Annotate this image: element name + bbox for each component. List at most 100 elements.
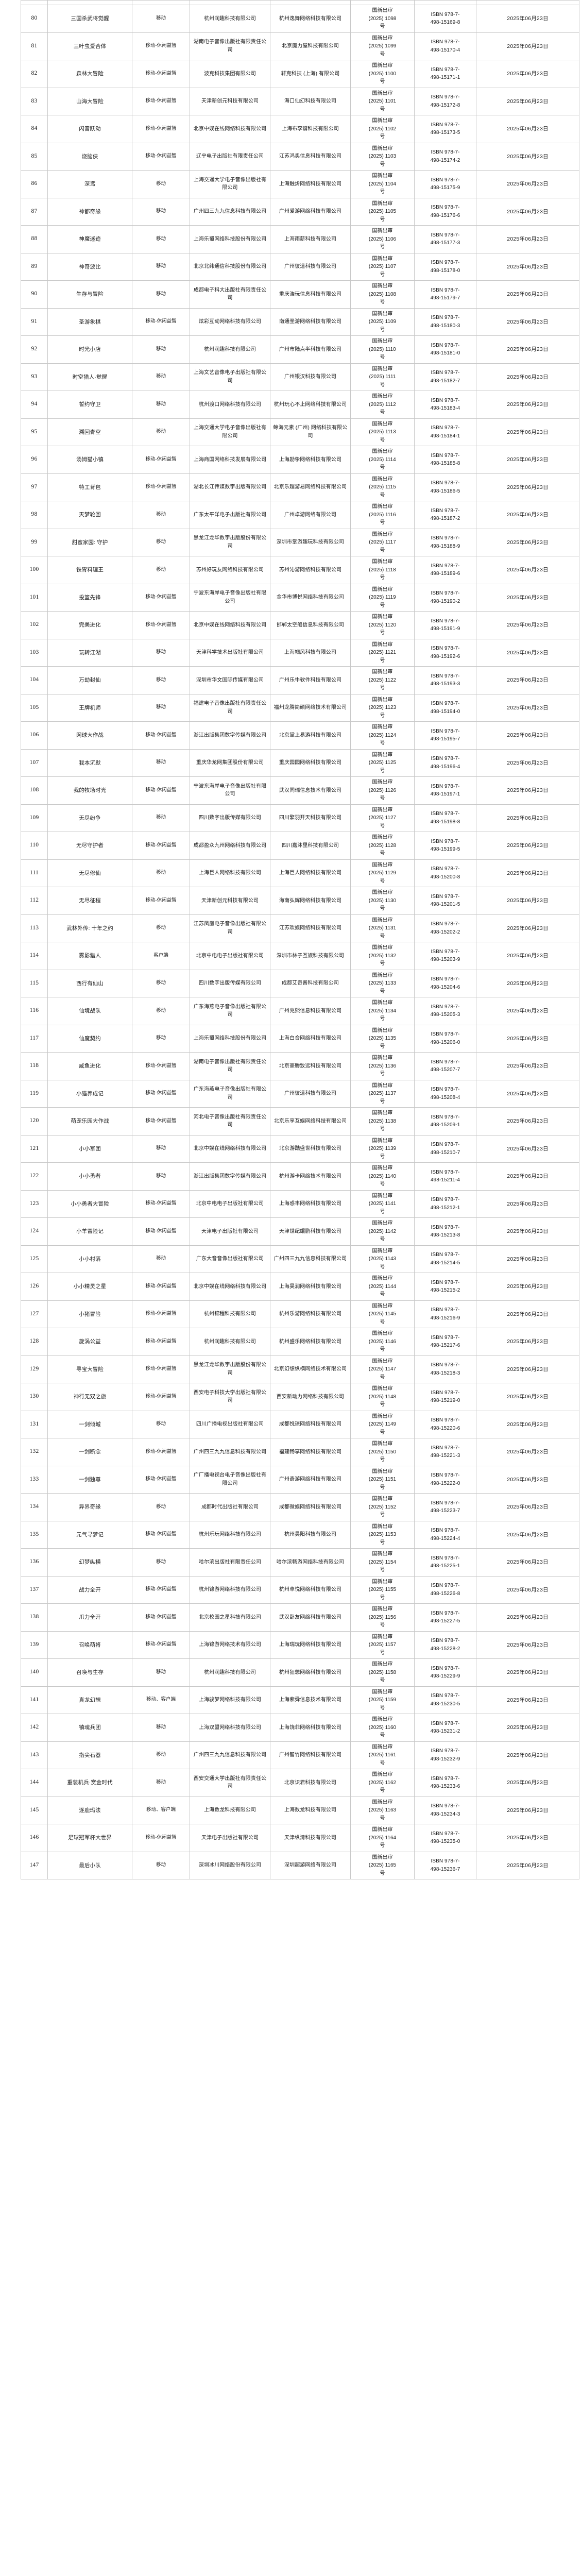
cell-isbn: ISBN 978-7- 498-15219-0 (414, 1383, 476, 1411)
doc-no-line: 号 (380, 24, 385, 29)
cell-isbn: ISBN 978-7- 498-15177-3 (414, 225, 476, 253)
table-row: 84 闪音跃动 移动-休闲益智 北京中娱在线网络科技有限公司 上海布李谱科技有限公司 国新… (21, 115, 579, 143)
cell-operator: 广州卓游网络有限公司 (270, 501, 351, 529)
isbn-line: 498-15174-2 (430, 157, 460, 163)
doc-no-line: 国新出审 (372, 228, 393, 234)
doc-no-line: 国新出审 (372, 200, 393, 207)
cell-publisher: 广东太平洋电子出版社有限公司 (190, 501, 270, 529)
cell-type: 移动-休闲益智 (132, 1631, 190, 1659)
cell-name: 小羊冒险记 (47, 1217, 132, 1246)
doc-no-line: 号 (380, 1402, 385, 1408)
cell-isbn: ISBN 978-7- 498-15212-1 (414, 1190, 476, 1218)
cell-operator: 北京乐享互娱网络科技有限公司 (270, 1107, 351, 1136)
isbn-line: ISBN 978-7- (431, 397, 460, 403)
isbn-line: ISBN 978-7- (431, 866, 460, 872)
isbn-line: 498-15214-5 (430, 1260, 460, 1266)
doc-no-line: (2025) 1115 (369, 484, 396, 490)
doc-no-line: 号 (380, 1815, 385, 1821)
cell-isbn: ISBN 978-7- 498-15186-5 (414, 473, 476, 501)
doc-no-line: 国新出审 (372, 421, 393, 427)
isbn-line: ISBN 978-7- (431, 1500, 460, 1506)
doc-no-line: (2025) 1099 (368, 43, 397, 49)
doc-no-line: 国新出审 (372, 641, 393, 648)
cell-publisher: 湖南电子音像出版社有限责任公司 (190, 1052, 270, 1080)
cell-operator: 杭州逸舞网络科技有限公司 (270, 5, 351, 33)
isbn-line: 498-15205-3 (430, 1012, 460, 1018)
isbn-line: 498-15180-3 (430, 323, 460, 329)
doc-no-line: (2025) 1133 (368, 980, 397, 986)
cell-publisher: 杭州锦程科技有限公司 (190, 1300, 270, 1328)
isbn-line: ISBN 978-7- (431, 370, 460, 376)
cell-doc-no: 国新出审 (2025) 1106 号 (350, 225, 415, 253)
doc-no-line: 国新出审 (372, 35, 393, 41)
doc-no-line: 号 (380, 1264, 385, 1270)
cell-date: 2025年06月23日 (476, 776, 579, 805)
cell-date: 2025年06月23日 (476, 1383, 579, 1411)
table-row: 104 万劫封仙 移动 深圳市华文国际传媒有限公司 广州乐牛软件科技有限公司 国新出审 (2… (21, 666, 579, 694)
table-row: 96 汤姆猫小镇 移动-休闲益智 上海商国网络科技发展有限公司 上海励挚网络科技有限公司… (21, 446, 579, 474)
cell-name: 投篮先锋 (47, 583, 132, 612)
isbn-line: 498-15231-2 (430, 1728, 460, 1735)
cell-operator: 广州兆熙信息科技有限公司 (270, 997, 351, 1025)
cell-publisher: 成都电子科大出版社有限责任公司 (190, 280, 270, 309)
cell-isbn: ISBN 978-7- 498-15208-4 (414, 1079, 476, 1108)
cell-no: 95 (21, 418, 48, 446)
doc-no-line: (2025) 1145 (368, 1311, 397, 1317)
isbn-line: ISBN 978-7- (431, 1803, 460, 1809)
cell-type: 移动、客户端 (132, 1796, 190, 1824)
doc-no-line: 国新出审 (372, 1551, 393, 1557)
cell-isbn: ISBN 978-7- 498-15185-8 (414, 446, 476, 474)
doc-no-line: (2025) 1109 (368, 319, 397, 325)
cell-no (21, 0, 48, 5)
cell-doc-no: 国新出审 (2025) 1130 号 (350, 887, 415, 915)
cell-operator: 广州智竹网络科技有限公司 (270, 1741, 351, 1769)
isbn-line: 498-15196-4 (430, 764, 460, 770)
doc-no-line: (2025) 1125 (368, 760, 397, 766)
cell-operator: 上海白合网络科技有限公司 (270, 1024, 351, 1053)
doc-no-line: 国新出审 (372, 1221, 393, 1226)
cell-no: 143 (21, 1741, 48, 1769)
cell-no: 120 (21, 1107, 48, 1136)
doc-no-line: 国新出审 (372, 1358, 393, 1364)
cell-publisher: 杭州润趣科技有限公司 (190, 1658, 270, 1687)
cell-doc-no: 国新出审 (2025) 1125 号 (350, 749, 415, 777)
doc-no-line: 国新出审 (372, 1000, 393, 1006)
cell-type (132, 0, 190, 5)
cell-name: 最后小队 (47, 1851, 132, 1879)
cell-date: 2025年06月23日 (476, 335, 579, 364)
cell-doc-no: 国新出审 (2025) 1103 号 (350, 142, 415, 171)
cell-doc-no: 国新出审 (2025) 1157 号 (350, 1631, 415, 1659)
cell-operator: 金华市博悦网络科技有限公司 (270, 583, 351, 612)
cell-type: 移动-休闲益智 (132, 721, 190, 750)
cell-name: 武林外传: 十年之约 (47, 914, 132, 942)
cell-isbn: ISBN 978-7- 498-15214-5 (414, 1245, 476, 1273)
isbn-line: 498-15181-0 (430, 350, 460, 357)
table-row: 108 我的牧场时光 移动-休闲益智 宁波东海岸电子音像出版社有限公司 武汉同瑞信息技术… (21, 776, 579, 805)
cell-date: 2025年06月23日 (476, 914, 579, 942)
doc-no-line: (2025) 1114 (369, 456, 396, 463)
isbn-line: ISBN 978-7- (431, 287, 460, 293)
cell-doc-no: 国新出审 (2025) 1108 号 (350, 280, 415, 309)
cell-date: 2025年06月23日 (476, 87, 579, 115)
cell-name: 小小军团 (47, 1134, 132, 1163)
cell-publisher: 西安电子科技大学出版社有限公司 (190, 1383, 270, 1411)
doc-no-line: (2025) 1136 (368, 1063, 397, 1069)
isbn-line: ISBN 978-7- (431, 618, 460, 624)
cell-date: 2025年06月23日 (476, 418, 579, 446)
doc-no-line: (2025) 1111 (369, 374, 396, 380)
isbn-line: ISBN 978-7- (431, 535, 460, 541)
cell-operator: 天津纵清科技有限公司 (270, 1824, 351, 1852)
doc-no-line: 国新出审 (372, 1027, 393, 1033)
doc-no-line: 号 (380, 1016, 385, 1022)
cell-operator: 北京识君科技有限公司 (270, 1769, 351, 1797)
doc-no-line: 国新出审 (372, 1606, 393, 1612)
isbn-line: 498-15177-3 (430, 240, 460, 246)
doc-no-line: (2025) 1139 (368, 1146, 397, 1151)
game-approval-table: 80 三国杀武将觉醒 移动 杭州润趣科技有限公司 杭州逸舞网络科技有限公司 国新出审 (20… (21, 0, 579, 1879)
cell-publisher: 北京中娱在线网络科技有限公司 (190, 611, 270, 639)
table-row: 144 重装机兵·赏金时代 移动 西安交通大学出版社有限责任公司 北京识君科技有限公司国… (21, 1769, 579, 1797)
cell-isbn: ISBN 978-7- 498-15195-7 (414, 721, 476, 750)
doc-no-line: 国新出审 (372, 1248, 393, 1254)
cell-no: 140 (21, 1658, 48, 1687)
cell-isbn: ISBN 978-7- 498-15175-9 (414, 170, 476, 198)
